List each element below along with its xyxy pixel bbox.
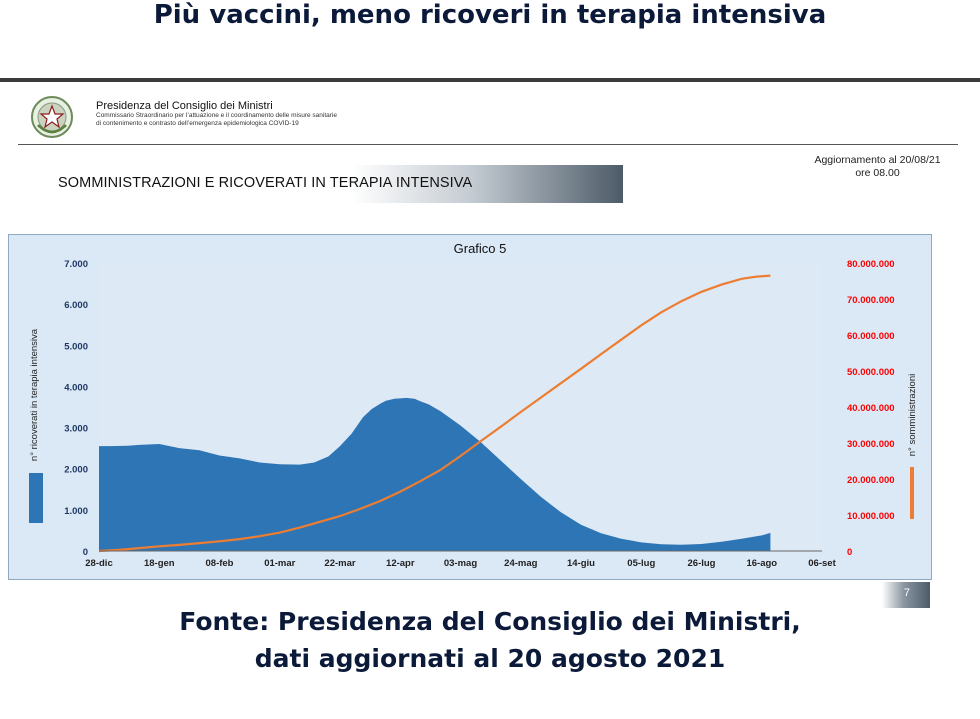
x-tick-label: 16-ago [746,558,777,569]
institution-block: Presidenza del Consiglio dei Ministri Co… [96,100,337,128]
y2-tick-label: 70.000.000 [847,295,895,306]
y-tick-label: 5.000 [64,341,88,352]
x-tick-label: 12-apr [386,558,415,569]
legend-line-swatch [910,467,914,519]
source-caption: Fonte: Presidenza del Consiglio dei Mini… [0,603,980,677]
legend-area-swatch [29,473,43,523]
source-line2: dati aggiornati al 20 agosto 2021 [254,644,726,673]
institution-line3: di contenimento e contrasto dell’emergen… [96,120,299,127]
page-number-badge: 7 [882,582,930,608]
source-line1: Fonte: Presidenza del Consiglio dei Mini… [179,607,801,636]
chart-container: Grafico 5 n° ricoverati in terapia inten… [8,234,932,580]
series-line-vaccinations [98,274,771,553]
x-tick-label: 24-mag [504,558,537,569]
series-area-icu [99,397,771,551]
institution-name: Presidenza del Consiglio dei Ministri [96,100,273,112]
emblem-icon [31,96,73,138]
y2-tick-label: 0 [847,547,852,558]
update-date: Aggiornamento al 20/08/21 [814,154,941,166]
chart: Grafico 5 n° ricoverati in terapia inten… [29,241,918,569]
y-tick-label: 7.000 [64,259,88,270]
section-banner: SOMMINISTRAZIONI E RICOVERATI IN TERAPIA… [18,165,623,203]
chart-title: Grafico 5 [454,241,507,256]
y-tick-label: 4.000 [64,382,88,393]
x-tick-label: 08-feb [206,558,234,569]
x-tick-label: 03-mag [444,558,477,569]
y2-tick-label: 20.000.000 [847,475,895,486]
header-divider [18,144,958,145]
x-tick-label: 05-lug [627,558,655,569]
y2-tick-label: 80.000.000 [847,259,895,270]
y2-tick-label: 40.000.000 [847,403,895,414]
y2-axis-label: n° somministrazioni [907,374,918,456]
update-time: ore 08.00 [855,167,900,179]
x-tick-label: 22-mar [324,558,355,569]
x-tick-label: 28-dic [85,558,112,569]
y2-tick-label: 10.000.000 [847,511,895,522]
x-tick-label: 06-set [808,558,836,569]
institution-line2: Commissario Straordinario per l’attuazio… [96,112,337,119]
y2-tick-label: 50.000.000 [847,367,895,378]
y-tick-label: 3.000 [64,424,88,435]
headline: Più vaccini, meno ricoveri in terapia in… [153,0,827,30]
x-tick-label: 18-gen [144,558,175,569]
y-tick-label: 0 [83,547,88,558]
update-stamp: Aggiornamento al 20/08/21 ore 08.00 [800,154,955,180]
y-tick-label: 1.000 [64,506,88,517]
y-tick-label: 6.000 [64,300,88,311]
slide: Presidenza del Consiglio dei Ministri Co… [0,82,980,608]
y2-tick-label: 30.000.000 [847,439,895,450]
y2-tick-label: 60.000.000 [847,331,895,342]
x-tick-label: 14-giu [567,558,595,569]
page-number: 7 [903,587,910,599]
x-tick-label: 26-lug [688,558,716,569]
y-axis-label: n° ricoverati in terapia intensiva [29,328,40,461]
x-tick-label: 01-mar [264,558,295,569]
y-tick-label: 2.000 [64,465,88,476]
top-rule [0,78,980,82]
banner-title: SOMMINISTRAZIONI E RICOVERATI IN TERAPIA… [58,175,473,191]
plot-area: 0 1.000 2.000 3.000 4.000 5.000 6.000 7.000 0 10.… [64,259,894,569]
